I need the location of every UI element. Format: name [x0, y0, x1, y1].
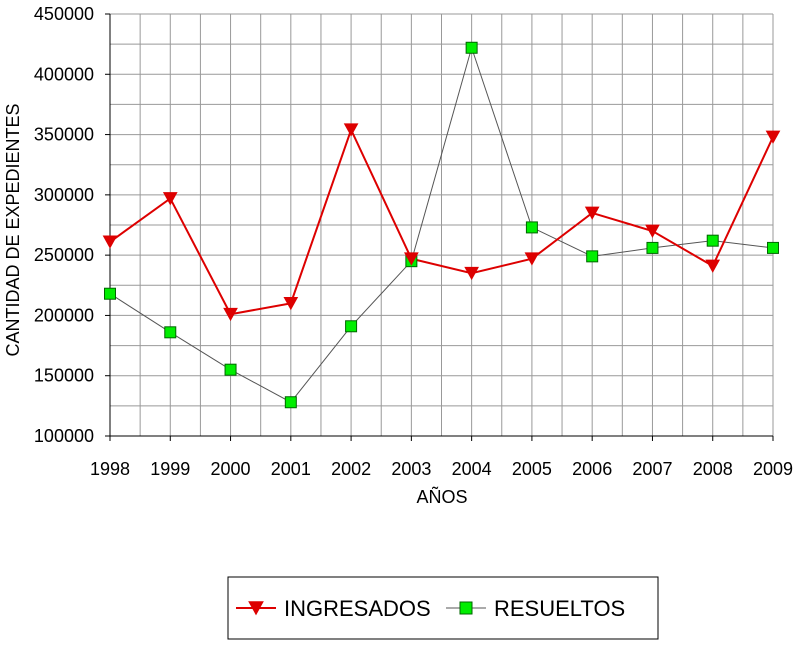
- point-ingresados: [765, 130, 781, 144]
- x-tick-label: 2002: [331, 459, 371, 479]
- x-tick-label: 2005: [512, 459, 552, 479]
- y-tick-label: 150000: [34, 366, 94, 386]
- point-resueltos: [646, 241, 659, 254]
- point-resueltos: [104, 287, 116, 300]
- point-ingresados: [584, 206, 600, 220]
- grid: [109, 13, 774, 437]
- point-ingresados: [645, 224, 660, 238]
- x-tick-label: 2000: [211, 459, 251, 479]
- markers: [102, 41, 781, 409]
- y-tick-label: 400000: [34, 64, 94, 84]
- legend-items: INGRESADOS RESUELTOS: [236, 596, 625, 621]
- point-resueltos: [224, 363, 237, 376]
- y-tick-label: 300000: [34, 185, 94, 205]
- series-lines: [109, 46, 774, 403]
- point-resueltos: [345, 320, 358, 333]
- y-tick-label: 200000: [34, 305, 94, 325]
- point-resueltos: [586, 250, 599, 263]
- x-tick-label: 2004: [452, 459, 492, 479]
- y-tick-label: 450000: [34, 4, 94, 24]
- x-tick-label: 2006: [572, 459, 612, 479]
- point-ingresados: [223, 307, 238, 322]
- y-tick-label: 350000: [34, 125, 94, 145]
- x-tick-label: 2009: [753, 459, 793, 479]
- legend-box: [227, 576, 659, 640]
- point-resueltos: [525, 221, 538, 234]
- point-resueltos: [164, 326, 177, 339]
- axes: [109, 14, 773, 437]
- y-axis-title: CANTIDAD DE EXPEDIENTES: [3, 103, 23, 356]
- legend-label-resueltos: RESUELTOS: [494, 596, 625, 621]
- series-line-ingresados: [109, 127, 774, 316]
- legend-marker-ingresados: [248, 601, 264, 616]
- legend-marker-resueltos: [459, 601, 473, 615]
- x-tick-label: 2003: [391, 459, 431, 479]
- legend-label-ingresados: INGRESADOS: [284, 596, 431, 621]
- point-resueltos: [706, 234, 719, 247]
- point-ingresados: [343, 123, 359, 137]
- x-tick-label: 2008: [693, 459, 733, 479]
- point-ingresados: [524, 252, 540, 266]
- point-ingresados: [404, 252, 419, 266]
- point-resueltos: [284, 396, 297, 409]
- point-ingresados: [705, 259, 721, 273]
- x-tick-label: 2007: [632, 459, 672, 479]
- series-line-resueltos: [109, 46, 774, 403]
- x-tick-label: 2001: [271, 459, 311, 479]
- x-axis-title: AÑOS: [416, 486, 467, 507]
- y-tick-label: 100000: [34, 426, 94, 446]
- point-ingresados: [283, 297, 299, 311]
- legend: INGRESADOS RESUELTOS: [227, 576, 659, 640]
- x-tick-label: 1998: [90, 459, 130, 479]
- x-tick-label: 1999: [150, 459, 190, 479]
- point-resueltos: [465, 41, 478, 54]
- point-ingresados: [162, 192, 178, 206]
- point-ingresados: [102, 235, 118, 249]
- point-resueltos: [767, 241, 779, 254]
- y-tick-labels: 100000 150000 200000 250000 300000 350000 4000…: [34, 4, 110, 446]
- y-tick-label: 250000: [34, 245, 94, 265]
- point-ingresados: [464, 266, 479, 281]
- x-tick-labels: 1998 1999 2000 2001 2002 2003 2004 2005 2006 2007…: [90, 436, 793, 479]
